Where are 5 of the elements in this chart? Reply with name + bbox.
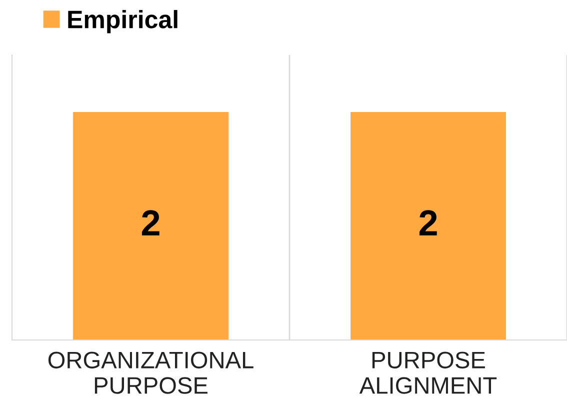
data-label: 2 bbox=[419, 210, 437, 236]
x-tick-label: PURPOSE ALIGNMENT bbox=[359, 352, 497, 394]
x-tick-label: ORGANIZATIONAL PURPOSE bbox=[48, 352, 254, 394]
legend-label: Empirical bbox=[68, 10, 178, 34]
data-label: 2 bbox=[142, 210, 160, 236]
